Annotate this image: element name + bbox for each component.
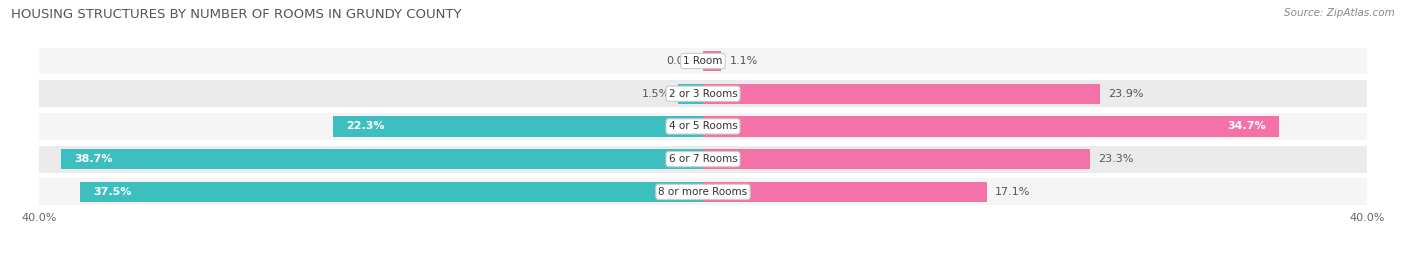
Bar xyxy=(39,48,1367,75)
Text: 34.7%: 34.7% xyxy=(1227,121,1265,132)
Bar xyxy=(39,113,1367,140)
Text: 17.1%: 17.1% xyxy=(995,187,1031,197)
Text: 4 or 5 Rooms: 4 or 5 Rooms xyxy=(669,121,737,132)
Text: 6 or 7 Rooms: 6 or 7 Rooms xyxy=(669,154,737,164)
Bar xyxy=(703,182,987,202)
Text: 1.1%: 1.1% xyxy=(730,56,758,66)
Text: HOUSING STRUCTURES BY NUMBER OF ROOMS IN GRUNDY COUNTY: HOUSING STRUCTURES BY NUMBER OF ROOMS IN… xyxy=(11,8,461,21)
Bar xyxy=(703,116,1279,137)
Text: Source: ZipAtlas.com: Source: ZipAtlas.com xyxy=(1284,8,1395,18)
Text: 0.0%: 0.0% xyxy=(666,56,695,66)
Text: 8 or more Rooms: 8 or more Rooms xyxy=(658,187,748,197)
Text: 23.9%: 23.9% xyxy=(1108,89,1143,99)
Bar xyxy=(80,182,703,202)
Text: 1.5%: 1.5% xyxy=(641,89,669,99)
Bar xyxy=(60,149,703,169)
Bar xyxy=(39,178,1367,205)
Text: 1 Room: 1 Room xyxy=(683,56,723,66)
Bar xyxy=(39,146,1367,172)
Text: 23.3%: 23.3% xyxy=(1098,154,1133,164)
Text: 2 or 3 Rooms: 2 or 3 Rooms xyxy=(669,89,737,99)
Text: 38.7%: 38.7% xyxy=(75,154,112,164)
Bar xyxy=(333,116,703,137)
Text: 37.5%: 37.5% xyxy=(94,187,132,197)
Text: 22.3%: 22.3% xyxy=(346,121,385,132)
Bar xyxy=(703,149,1090,169)
Bar xyxy=(703,84,1099,104)
Bar xyxy=(39,80,1367,107)
Bar xyxy=(678,84,703,104)
Bar xyxy=(703,51,721,71)
